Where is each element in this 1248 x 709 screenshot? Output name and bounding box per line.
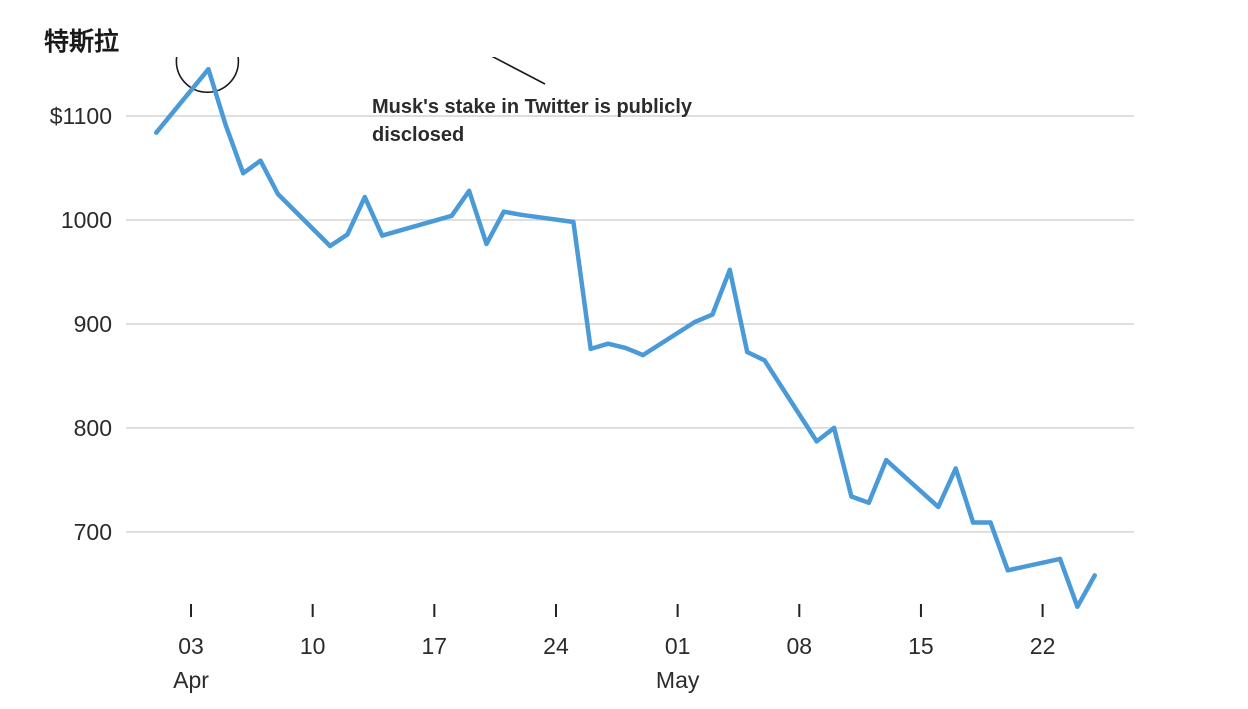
- data-point-2022-04-26: [588, 346, 593, 352]
- x-tick-label-2022-04-17: 17: [422, 633, 448, 659]
- data-point-2022-05-10: [831, 425, 837, 431]
- x-tick-label-2022-05-15: 15: [908, 633, 934, 659]
- data-point-2022-04-06: [241, 171, 246, 176]
- data-point-2022-04-20: [484, 241, 489, 247]
- data-point-2022-04-28: [623, 345, 628, 351]
- x-axis-ticks: 03 Apr 10 17 24 01 May 08 15 22: [173, 604, 1055, 693]
- data-point-2022-05-25: [1092, 573, 1097, 578]
- data-point-2022-05-19: [988, 520, 993, 525]
- annotation-text-line-2: disclosed: [372, 124, 464, 146]
- y-tick-label-900: 900: [74, 311, 112, 337]
- data-point-2022-04-22: [519, 212, 524, 217]
- data-point-2022-04-29: [640, 352, 646, 358]
- data-point-2022-04-21: [501, 209, 506, 214]
- data-point-2022-05-02: [692, 319, 698, 325]
- data-point-2022-04-07: [258, 158, 263, 163]
- x-tick-label-2022-05-01: 01: [665, 633, 691, 659]
- data-point-2022-04-04: [206, 67, 211, 72]
- data-point-2022-04-27: [605, 341, 611, 346]
- x-tick-month-label-2022-05-01: May: [656, 667, 700, 693]
- y-tick-label-1000: 1000: [61, 207, 112, 233]
- y-axis-tick-labels: $1100 1000 900 800 700: [50, 103, 112, 545]
- data-point-2022-05-09: [814, 439, 819, 444]
- series-line-tesla-price: [154, 66, 1097, 609]
- x-tick-label-2022-05-08: 08: [786, 633, 812, 659]
- data-point-2022-04-12: [345, 232, 350, 237]
- data-point-2022-04-01: [154, 130, 159, 135]
- x-tick-label-2022-04-24: 24: [543, 633, 569, 659]
- data-point-2022-04-19: [466, 188, 472, 194]
- data-point-2022-05-03: [710, 312, 715, 317]
- data-point-2022-05-13: [884, 457, 889, 463]
- y-tick-label-700: 700: [74, 519, 112, 545]
- y-tick-label-800: 800: [74, 415, 112, 441]
- data-point-2022-04-18: [449, 213, 454, 218]
- x-tick-label-2022-04-03: 03: [178, 633, 204, 659]
- data-point-2022-05-23: [1057, 556, 1063, 562]
- annotation-text-line-1: Musk's stake in Twitter is publicly: [372, 96, 693, 118]
- chart-title: 特斯拉: [44, 27, 119, 56]
- data-point-2022-04-13: [362, 194, 367, 200]
- data-point-2022-04-05: [223, 123, 228, 128]
- data-point-2022-04-25: [571, 219, 576, 225]
- data-point-2022-05-11: [849, 494, 854, 499]
- data-point-2022-05-20: [1005, 568, 1010, 573]
- data-point-2022-05-17: [953, 466, 958, 471]
- annotation-circle-marker: [175, 57, 240, 93]
- data-point-2022-05-05: [745, 349, 750, 355]
- series-data-points: [154, 67, 1097, 609]
- x-tick-label-2022-04-10: 10: [300, 633, 326, 659]
- x-tick-label-2022-05-22: 22: [1030, 633, 1056, 659]
- x-tick-month-label-2022-04-03: Apr: [173, 667, 209, 693]
- data-point-2022-04-08: [275, 191, 281, 197]
- data-point-2022-05-06: [762, 358, 767, 363]
- data-point-2022-05-12: [866, 500, 871, 505]
- annotation-text: Musk's stake in Twitter is publicly disc…: [372, 96, 698, 146]
- gridlines: [126, 115, 1134, 533]
- data-point-2022-04-14: [380, 233, 385, 238]
- data-point-2022-05-04: [727, 267, 732, 273]
- data-point-2022-04-11: [327, 243, 333, 249]
- data-point-2022-05-24: [1075, 604, 1080, 609]
- y-tick-label-1100: $1100: [50, 103, 112, 129]
- data-point-2022-05-16: [936, 504, 941, 510]
- data-point-2022-05-18: [970, 520, 976, 525]
- annotation-leader-line: [491, 57, 546, 85]
